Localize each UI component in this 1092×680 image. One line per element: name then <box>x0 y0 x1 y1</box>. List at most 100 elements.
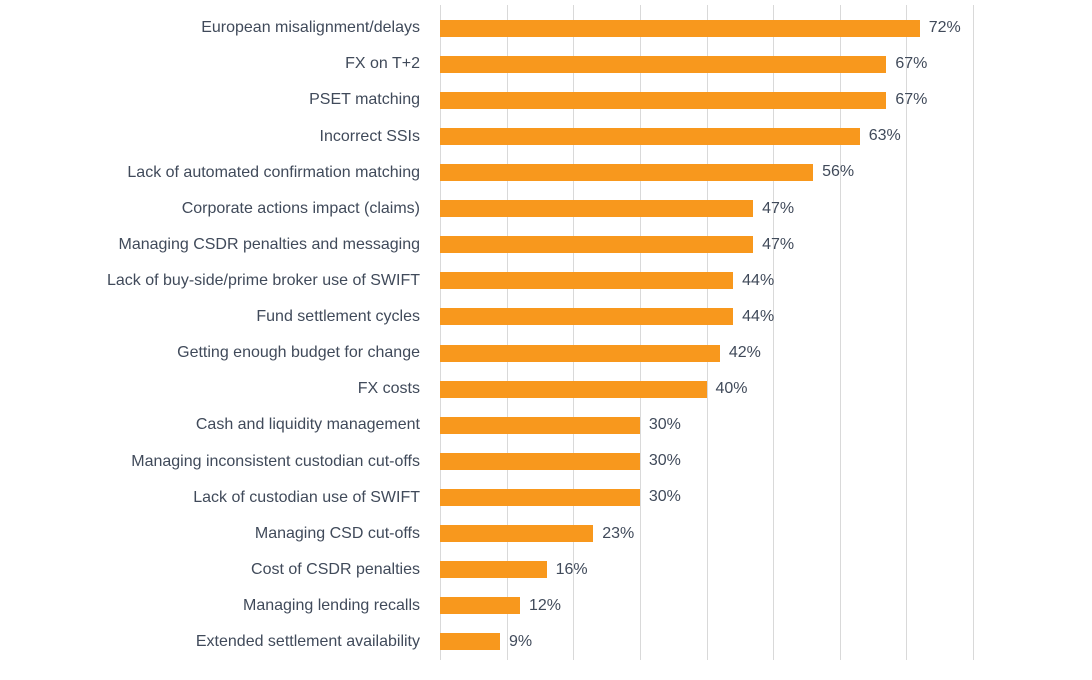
bar <box>440 633 500 651</box>
bar <box>440 561 547 579</box>
bar <box>440 380 707 398</box>
gridline <box>973 5 974 660</box>
bar <box>440 272 734 290</box>
chart-row: European misalignment/delays 72% <box>0 10 1092 46</box>
gridline <box>706 5 708 660</box>
value-label: 42% <box>728 344 761 362</box>
category-label: FX on T+2 <box>345 55 420 73</box>
row-plot-area: 42% <box>440 344 973 362</box>
category-label: Lack of automated confirmation matching <box>127 163 420 181</box>
gridline <box>839 5 841 660</box>
category-label: Extended settlement availability <box>195 633 420 651</box>
chart-row: Cash and liquidity management 30% <box>0 407 1092 443</box>
row-plot-area: 56% <box>440 163 973 181</box>
bar <box>440 344 720 362</box>
value-label: 72% <box>928 19 961 37</box>
value-label: 30% <box>648 452 681 470</box>
bar <box>440 91 887 109</box>
chart-row: Managing inconsistent custodian cut-offs… <box>0 443 1092 479</box>
row-plot-area: 30% <box>440 452 973 470</box>
bar <box>440 163 814 181</box>
gridline <box>639 5 641 660</box>
chart-row: Fund settlement cycles 44% <box>0 299 1092 335</box>
value-label: 9% <box>508 632 533 650</box>
row-plot-area: 44% <box>440 308 973 326</box>
value-label: 47% <box>762 235 795 253</box>
category-label: Fund settlement cycles <box>256 308 420 326</box>
chart-row: Incorrect SSIs 63% <box>0 118 1092 154</box>
chart-rows: European misalignment/delays 72% FX on T… <box>0 10 1092 660</box>
bar <box>440 525 594 543</box>
chart-row: Managing CSD cut-offs 23% <box>0 516 1092 552</box>
gridline <box>506 5 508 660</box>
value-label: 16% <box>555 560 588 578</box>
gridlines-layer <box>440 5 974 660</box>
bar <box>440 127 860 145</box>
value-label: 44% <box>742 307 775 325</box>
row-plot-area: 63% <box>440 127 973 145</box>
category-label: Cash and liquidity management <box>195 416 420 434</box>
bar <box>440 452 640 470</box>
category-label: Managing inconsistent custodian cut-offs <box>131 452 420 470</box>
row-plot-area: 40% <box>440 380 973 398</box>
row-plot-area: 44% <box>440 272 973 290</box>
category-label: Managing CSDR penalties and messaging <box>118 235 420 253</box>
chart-row: Managing CSDR penalties and messaging 47… <box>0 227 1092 263</box>
bar <box>440 200 754 218</box>
bar <box>440 55 887 73</box>
row-plot-area: 9% <box>440 633 973 651</box>
row-plot-area: 67% <box>440 55 973 73</box>
gridline <box>906 5 908 660</box>
bar <box>440 488 640 506</box>
category-label: Managing lending recalls <box>243 597 420 614</box>
category-label: European misalignment/delays <box>201 19 420 37</box>
value-label: 63% <box>868 127 901 145</box>
row-plot-area: 23% <box>440 525 973 543</box>
chart-row: Lack of buy-side/prime broker use of SWI… <box>0 263 1092 299</box>
row-plot-area: 67% <box>440 91 973 109</box>
category-label: Cost of CSDR penalties <box>251 560 420 578</box>
chart-row: Managing lending recalls 12% <box>0 588 1092 624</box>
row-plot-area: 47% <box>440 200 973 218</box>
value-label: 44% <box>742 271 775 289</box>
chart-row: FX costs 40% <box>0 371 1092 407</box>
value-label: 47% <box>762 199 795 217</box>
row-plot-area: 12% <box>440 597 973 615</box>
chart-row: Lack of automated confirmation matching … <box>0 154 1092 190</box>
row-plot-area: 16% <box>440 561 973 579</box>
category-label: Getting enough budget for change <box>177 344 420 362</box>
category-label: Lack of custodian use of SWIFT <box>193 488 420 506</box>
value-label: 30% <box>648 416 681 434</box>
value-label: 67% <box>895 55 928 73</box>
bar <box>440 236 754 254</box>
value-label: 56% <box>822 163 855 181</box>
bar <box>440 416 640 434</box>
chart-row: Lack of custodian use of SWIFT 30% <box>0 479 1092 515</box>
row-plot-area: 30% <box>440 488 973 506</box>
category-label: Lack of buy-side/prime broker use of SWI… <box>107 272 420 290</box>
row-plot-area: 47% <box>440 236 973 254</box>
chart-row: PSET matching 67% <box>0 82 1092 118</box>
bar <box>440 19 920 37</box>
gridline <box>773 5 775 660</box>
chart-row: Corporate actions impact (claims) 47% <box>0 191 1092 227</box>
chart-row: Cost of CSDR penalties 16% <box>0 552 1092 588</box>
chart-row: Getting enough budget for change 42% <box>0 335 1092 371</box>
chart-row: FX on T+2 67% <box>0 46 1092 82</box>
category-label: Corporate actions impact (claims) <box>181 199 420 217</box>
category-label: Managing CSD cut-offs <box>254 524 420 542</box>
row-plot-area: 72% <box>440 19 973 37</box>
row-plot-area: 30% <box>440 416 973 434</box>
value-label: 12% <box>528 596 561 614</box>
value-label: 30% <box>648 488 681 506</box>
category-label: FX costs <box>357 380 420 398</box>
gridline <box>440 5 441 660</box>
gridline <box>573 5 575 660</box>
chart-row: Extended settlement availability 9% <box>0 624 1092 660</box>
category-label: Incorrect SSIs <box>319 127 420 145</box>
value-label: 40% <box>715 380 748 398</box>
value-label: 67% <box>895 91 928 109</box>
bar <box>440 308 734 326</box>
value-label: 23% <box>602 524 635 542</box>
